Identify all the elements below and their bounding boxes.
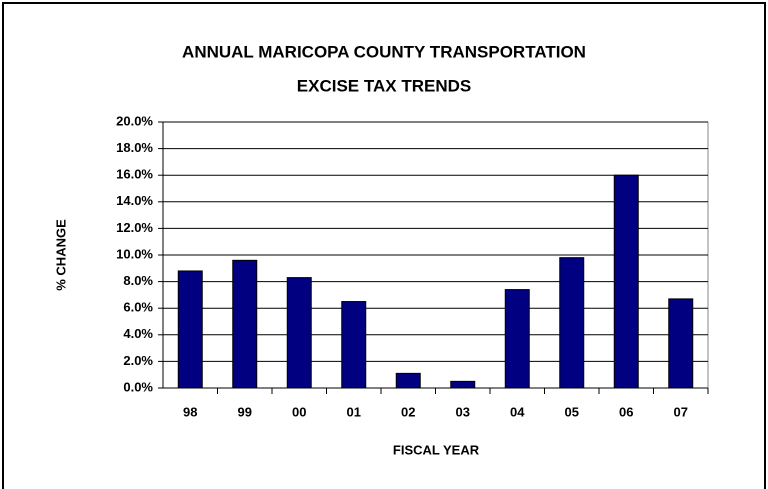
y-tick-label: 6.0%	[123, 300, 153, 315]
bar	[341, 301, 367, 389]
y-tick-label: 4.0%	[123, 326, 153, 341]
y-tick-label: 12.0%	[116, 220, 153, 235]
y-tick-label: 16.0%	[116, 167, 153, 182]
x-tick-label: 02	[401, 404, 415, 419]
bar	[286, 277, 312, 389]
y-tick-label: 0.0%	[123, 379, 153, 394]
x-tick-label: 03	[456, 404, 470, 419]
y-tick-label: 2.0%	[123, 353, 153, 368]
x-tick-label: 98	[183, 404, 197, 419]
bar	[559, 257, 585, 389]
chart-title: ANNUAL MARICOPA COUNTY TRANSPORTATION	[182, 42, 586, 61]
bar	[177, 270, 203, 389]
x-tick-label: 05	[565, 404, 579, 419]
x-tick-label: 01	[347, 404, 361, 419]
y-tick-label: 10.0%	[116, 246, 153, 261]
bar	[450, 380, 476, 389]
x-tick-label: 06	[619, 404, 633, 419]
y-tick-label: 8.0%	[123, 273, 153, 288]
y-tick-label: 14.0%	[116, 193, 153, 208]
bar	[504, 289, 530, 389]
x-tick-label: 00	[292, 404, 306, 419]
bar	[232, 259, 258, 389]
bar	[613, 174, 639, 389]
x-tick-label: 04	[510, 404, 525, 419]
y-tick-label: 20.0%	[116, 113, 153, 128]
y-axis-title: % CHANGE	[53, 219, 68, 291]
x-axis-title: FISCAL YEAR	[393, 442, 480, 457]
x-tick-label: 07	[674, 404, 688, 419]
bar	[395, 372, 421, 389]
chart-title: EXCISE TAX TRENDS	[297, 76, 471, 95]
y-tick-label: 18.0%	[116, 140, 153, 155]
bar	[668, 298, 694, 389]
x-tick-label: 99	[238, 404, 252, 419]
